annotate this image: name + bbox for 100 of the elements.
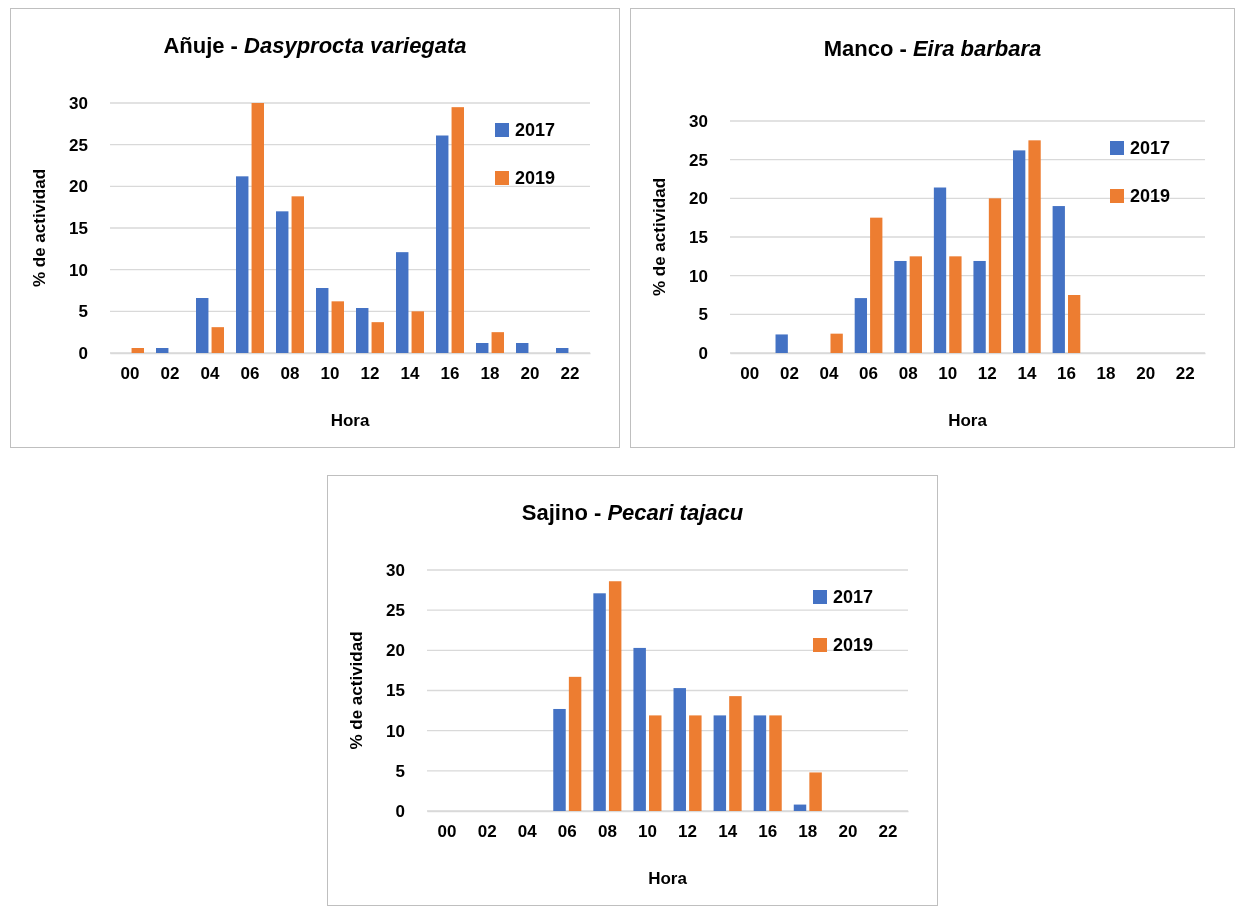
bar [593,593,606,811]
x-tick-label: 06 [240,364,260,384]
y-tick-label: 25 [386,601,405,621]
x-tick-label: 04 [819,364,839,384]
x-tick-label: 22 [560,364,580,384]
legend-label: 2017 [833,587,874,607]
bar [396,252,409,353]
x-tick-label: 06 [557,822,577,842]
y-tick-label: 20 [689,189,708,209]
x-tick-label: 22 [878,822,898,842]
bar [476,343,489,353]
y-tick-label: 20 [69,177,88,197]
y-tick-label: 15 [689,227,708,247]
bar [516,343,529,353]
y-tick-label: 0 [78,343,88,363]
bar [156,348,169,353]
chart-title: Añuje - Dasyprocta variegata [163,33,467,58]
bar [411,311,424,353]
y-tick-label: 15 [386,681,405,701]
chart-title: Sajino - Pecari tajacu [521,500,744,525]
y-axis-title: % de actividad [30,168,49,288]
bar [909,256,922,353]
bar [491,332,504,353]
bar [316,288,329,353]
x-tick-label: 16 [1057,364,1076,384]
bar [371,322,384,353]
x-tick-label: 02 [477,822,497,842]
bar [775,334,788,353]
bar [973,260,986,353]
bar [451,107,464,353]
x-tick-label: 10 [320,364,340,384]
x-axis-title: Hora [330,411,370,430]
x-tick-label: 06 [859,364,878,384]
bar [988,198,1002,353]
bar [933,187,947,353]
y-tick-label: 30 [69,93,88,113]
legend-label: 2019 [515,168,556,188]
x-tick-label: 04 [200,364,220,384]
x-axis-title: Hora [648,869,688,888]
bar [568,676,582,811]
legend-label: 2017 [515,120,556,140]
y-tick-label: 15 [69,218,88,238]
x-tick-label: 12 [678,822,697,842]
x-tick-label: 00 [437,822,457,842]
chart-title: Manco - Eira barbara [823,36,1042,61]
bar [1028,140,1041,353]
legend-label: 2019 [833,635,874,655]
bar [356,308,369,353]
x-tick-label: 10 [638,822,657,842]
y-tick-label: 25 [69,135,88,155]
bar [769,715,782,811]
bar [713,715,727,811]
bar [854,298,867,353]
x-tick-label: 16 [758,822,778,842]
bar [436,135,449,353]
bar [649,715,662,811]
bar [131,348,144,353]
x-tick-label: 04 [517,822,538,842]
y-tick-label: 30 [689,111,708,131]
bar [556,348,569,353]
bar [553,708,566,811]
y-tick-label: 30 [386,560,405,580]
bar [291,196,304,353]
bar [949,256,962,353]
bar [673,688,686,811]
x-tick-label: 08 [597,822,617,842]
bar [331,301,344,353]
bar [753,715,767,811]
x-tick-label: 20 [838,822,858,842]
bar [236,176,249,353]
x-tick-label: 14 [718,822,738,842]
bar [729,696,742,811]
bar [830,333,843,353]
x-tick-label: 02 [160,364,180,384]
x-tick-label: 08 [898,364,918,384]
x-tick-label: 10 [938,364,958,384]
x-tick-label: 00 [120,364,140,384]
bar [793,804,807,811]
bar [211,327,224,353]
bar [894,260,907,353]
y-tick-label: 5 [395,761,405,781]
x-tick-label: 20 [520,364,540,384]
y-tick-label: 10 [689,266,708,286]
bar [809,772,822,811]
bar [1068,295,1081,353]
y-tick-label: 5 [698,305,708,325]
y-tick-label: 10 [386,721,405,741]
y-axis-title: % de actividad [347,631,366,750]
x-tick-label: 00 [740,364,760,384]
x-tick-label: 22 [1175,364,1195,384]
x-tick-label: 02 [779,364,799,384]
y-tick-label: 0 [395,801,405,821]
y-tick-label: 10 [69,260,88,280]
bar [870,217,883,353]
y-tick-label: 0 [698,343,708,363]
legend-label: 2019 [1130,186,1171,206]
x-tick-label: 12 [360,364,380,384]
bar [689,715,702,811]
bar [608,581,622,811]
bar [251,103,264,353]
